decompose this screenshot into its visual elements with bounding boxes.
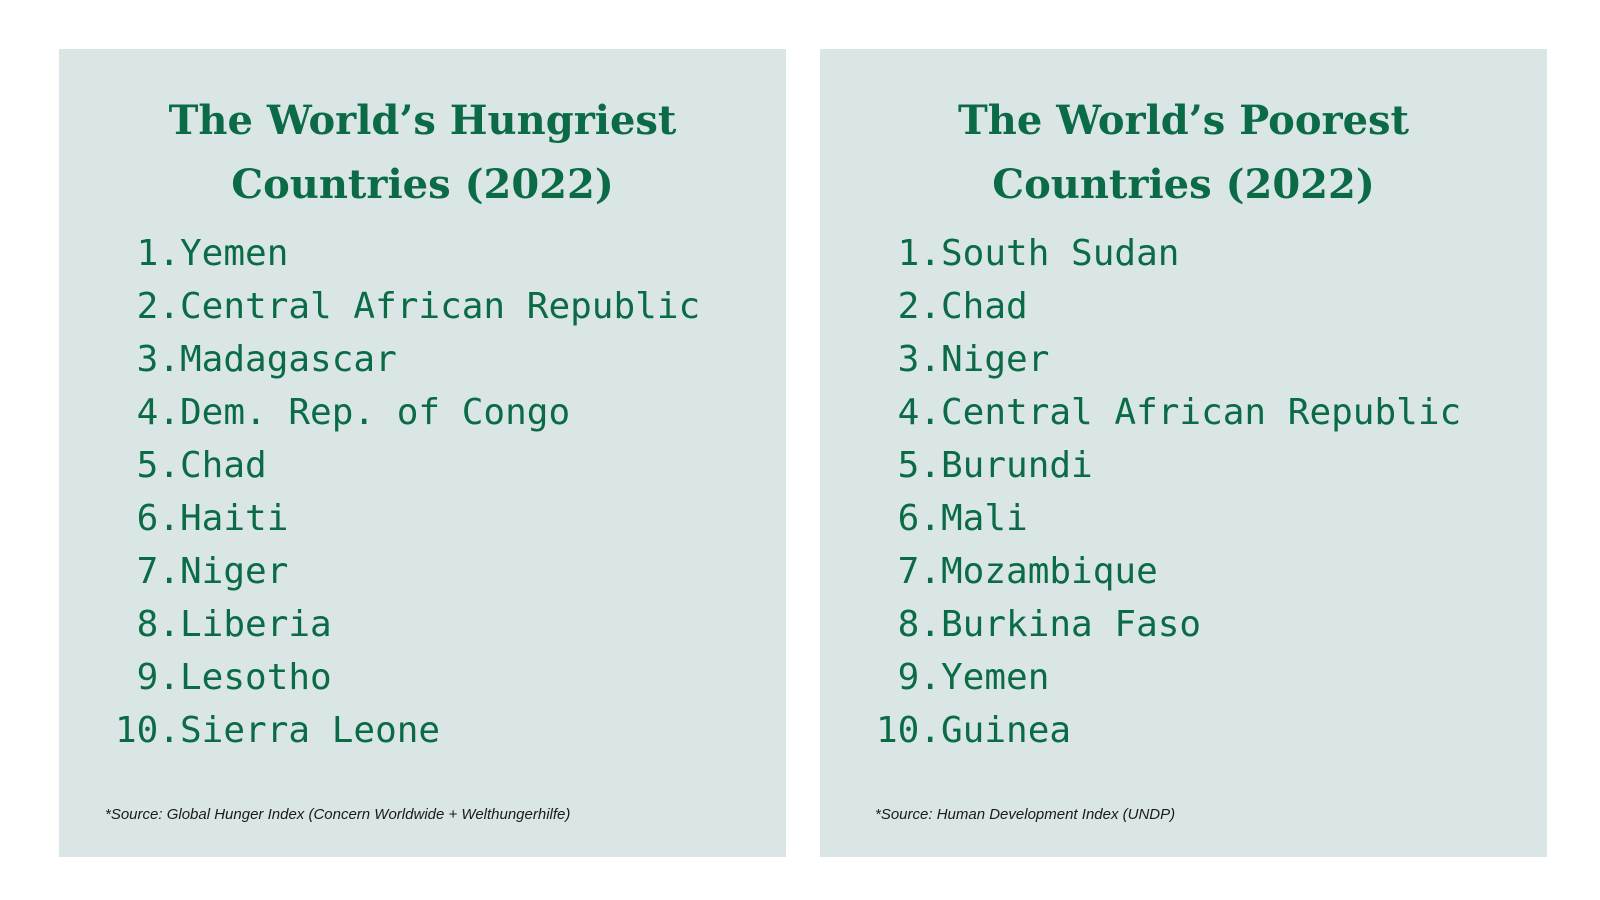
rank-number: 5. (897, 445, 941, 486)
rank-number: 10. (875, 710, 941, 751)
country-name: Chad (180, 445, 267, 486)
rank-number: 6. (136, 498, 180, 539)
poorest-title: The World’s Poorest Countries (2022) (820, 89, 1547, 217)
country-name: Yemen (180, 233, 289, 274)
rank-number: 2. (897, 286, 941, 327)
country-name: Lesotho (180, 657, 332, 698)
country-name: Chad (941, 286, 1028, 327)
list-item: 1. Yemen (59, 227, 700, 280)
rank-number: 6. (897, 498, 941, 539)
list-item: 6. Haiti (59, 492, 700, 545)
list-item: 9. Yemen (820, 651, 1461, 704)
list-item: 5. Burundi (820, 439, 1461, 492)
list-item: 1. South Sudan (820, 227, 1461, 280)
poorest-title-line2: Countries (2022) (992, 161, 1375, 208)
country-name: Dem. Rep. of Congo (180, 392, 571, 433)
country-name: Niger (180, 551, 289, 592)
list-item: 6. Mali (820, 492, 1461, 545)
rank-number: 2. (136, 286, 180, 327)
country-name: Liberia (180, 604, 332, 645)
country-name: Central African Republic (180, 286, 701, 327)
country-name: Niger (941, 339, 1050, 380)
list-item: 3. Madagascar (59, 333, 700, 386)
country-name: Central African Republic (941, 392, 1462, 433)
country-name: Mali (941, 498, 1028, 539)
list-item: 7. Niger (59, 545, 700, 598)
country-name: Mozambique (941, 551, 1158, 592)
rank-number: 7. (136, 551, 180, 592)
rank-number: 9. (897, 657, 941, 698)
country-name: South Sudan (941, 233, 1180, 274)
rank-number: 8. (897, 604, 941, 645)
list-item: 5. Chad (59, 439, 700, 492)
list-item: 9. Lesotho (59, 651, 700, 704)
hungriest-list: 1. Yemen 2. Central African Republic 3. Mad… (59, 227, 700, 757)
hungriest-title-line2: Countries (2022) (231, 161, 614, 208)
hungriest-title: The World’s Hungriest Countries (2022) (59, 89, 786, 217)
list-item: 2. Central African Republic (59, 280, 701, 333)
rank-number: 5. (136, 445, 180, 486)
country-name: Haiti (180, 498, 289, 539)
rank-number: 3. (897, 339, 941, 380)
list-item: 10. Sierra Leone (59, 704, 700, 757)
list-item: 7. Mozambique (820, 545, 1461, 598)
country-name: Burkina Faso (941, 604, 1202, 645)
country-name: Sierra Leone (180, 710, 441, 751)
rank-number: 4. (897, 392, 941, 433)
list-item: 8. Burkina Faso (820, 598, 1461, 651)
list-item: 2. Chad (820, 280, 1461, 333)
rank-number: 1. (136, 233, 180, 274)
poorest-source-note: *Source: Human Development Index (UNDP) (875, 806, 1176, 823)
rank-number: 10. (114, 710, 180, 751)
rank-number: 7. (897, 551, 941, 592)
hungriest-countries-panel: The World’s Hungriest Countries (2022) 1… (59, 49, 786, 857)
list-item: 4. Central African Republic (820, 386, 1462, 439)
rank-number: 4. (136, 392, 180, 433)
poorest-title-line1: The World’s Poorest (957, 97, 1410, 144)
list-item: 8. Liberia (59, 598, 700, 651)
list-item: 3. Niger (820, 333, 1461, 386)
list-item: 4. Dem. Rep. of Congo (59, 386, 700, 439)
country-name: Yemen (941, 657, 1050, 698)
rank-number: 1. (897, 233, 941, 274)
poorest-countries-panel: The World’s Poorest Countries (2022) 1. S… (820, 49, 1547, 857)
country-name: Guinea (941, 710, 1072, 751)
hungriest-title-line1: The World’s Hungriest (168, 97, 677, 144)
rank-number: 9. (136, 657, 180, 698)
country-name: Burundi (941, 445, 1093, 486)
hungriest-source-note: *Source: Global Hunger Index (Concern Wo… (105, 806, 571, 823)
poorest-list: 1. South Sudan 2. Chad 3. Niger 4. Central A… (820, 227, 1461, 757)
rank-number: 3. (136, 339, 180, 380)
rank-number: 8. (136, 604, 180, 645)
list-item: 10. Guinea (820, 704, 1461, 757)
country-name: Madagascar (180, 339, 397, 380)
